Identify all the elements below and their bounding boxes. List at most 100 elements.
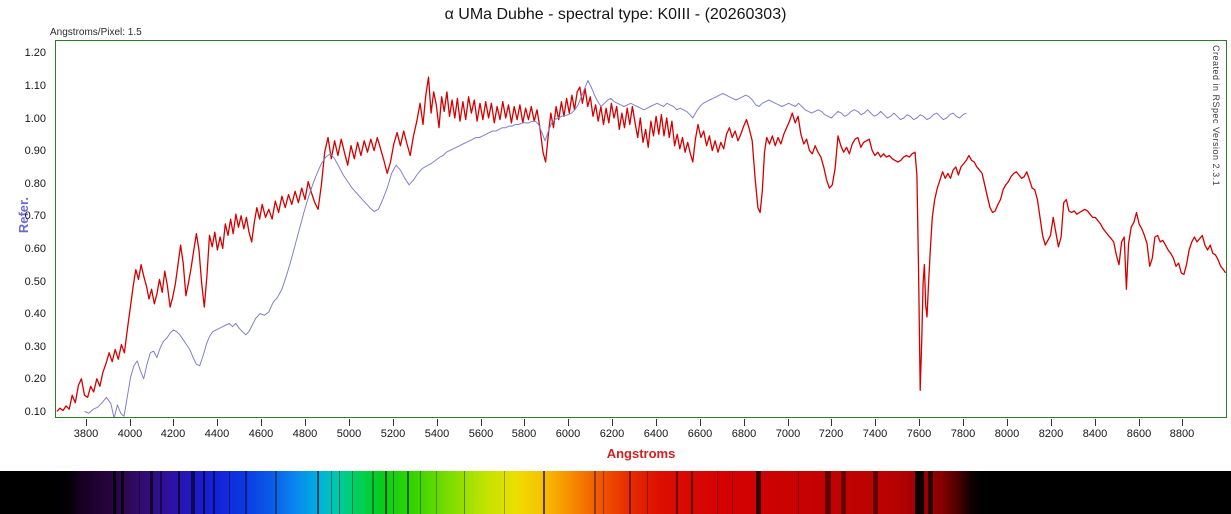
absorption-line [372,471,374,514]
x-tick-mark [305,419,306,426]
absorption-line [407,471,410,514]
y-tick-label: 0.60 [24,243,46,255]
x-tick-mark [173,419,174,426]
x-tick-mark [788,419,789,426]
star-spectrum-red [56,76,1226,412]
x-tick-label: 5800 [511,428,537,440]
y-tick-label: 0.20 [24,373,46,385]
absorption-line [841,471,846,514]
absorption-line [914,471,924,514]
absorption-line [504,471,506,514]
absorption-line [384,471,387,514]
y-tick-label: 0.10 [24,406,46,418]
absorption-line [113,471,117,514]
absorption-line [675,471,678,514]
absorption-line [275,471,277,514]
absorption-line [797,471,800,514]
x-tick-mark [875,419,876,426]
x-tick-label: 7600 [906,428,932,440]
absorption-line [338,471,341,514]
x-tick-label: 6800 [731,428,757,440]
absorption-line [393,471,395,514]
y-tick-label: 1.00 [24,113,46,125]
x-tick-mark [130,419,131,426]
absorption-line [160,471,163,514]
x-tick-label: 7800 [950,428,976,440]
x-tick-mark [393,419,394,426]
x-tick-mark [1095,419,1096,426]
x-tick-label: 7400 [862,428,888,440]
x-tick-mark [86,419,87,426]
x-tick-mark [612,419,613,426]
y-tick-label: 0.70 [24,210,46,222]
x-tick-mark [568,419,569,426]
reference-spectrum-blue [84,80,967,417]
absorption-line [138,471,141,514]
absorption-line [436,471,438,514]
absorption-line [594,471,596,514]
absorption-line [824,471,832,514]
absorption-line [150,471,153,514]
x-tick-label: 6000 [555,428,581,440]
x-tick-label: 8400 [1082,428,1108,440]
x-tick-label: 5400 [424,428,450,440]
absorption-line [603,471,605,514]
absorption-line [330,471,332,514]
absorption-line [212,471,215,514]
x-tick-label: 3800 [73,428,99,440]
x-tick-label: 4400 [204,428,230,440]
x-tick-mark [1007,419,1008,426]
x-tick-mark [656,419,657,426]
x-tick-mark [1139,419,1140,426]
x-tick-label: 8000 [994,428,1020,440]
spectrum-colorbar [0,471,1231,514]
absorption-line [245,471,247,514]
absorption-line [690,471,693,514]
x-tick-label: 8600 [1126,428,1152,440]
y-tick-label: 0.40 [24,308,46,320]
angstroms-per-pixel-label: Angstroms/Pixel: 1.5 [50,27,142,38]
y-tick-label: 0.90 [24,145,46,157]
x-tick-mark [437,419,438,426]
x-tick-label: 5000 [336,428,362,440]
y-tick-label: 0.50 [24,276,46,288]
watermark-rspec-version: Created in RSpec Version 2.3.1 [1211,45,1221,187]
x-tick-label: 4600 [248,428,274,440]
absorption-line [542,471,546,514]
x-tick-label: 8800 [1169,428,1195,440]
x-tick-label: 7200 [818,428,844,440]
y-tick-label: 1.10 [24,80,46,92]
x-axis-label: Angstroms [606,446,676,461]
absorption-line [203,471,206,514]
y-tick-label: 0.30 [24,341,46,353]
x-tick-label: 6200 [599,428,625,440]
absorption-line [646,471,648,514]
x-tick-mark [744,419,745,426]
x-tick-mark [1182,419,1183,426]
x-tick-mark [831,419,832,426]
x-tick-mark [217,419,218,426]
absorption-line [756,471,761,514]
absorption-line [317,471,320,514]
x-tick-label: 8200 [1038,428,1064,440]
x-tick-mark [963,419,964,426]
x-tick-label: 5200 [380,428,406,440]
plot-area[interactable] [55,40,1227,418]
y-tick-label: 0.80 [24,178,46,190]
x-tick-mark [919,419,920,426]
spectrum-curves [56,76,1226,417]
y-tick-label: 1.20 [24,47,46,59]
x-tick-label: 4800 [292,428,318,440]
x-tick-mark [261,419,262,426]
x-tick-mark [700,419,701,426]
absorption-line [178,471,181,514]
x-tick-label: 6600 [687,428,713,440]
absorption-line [191,471,195,514]
absorption-line [716,471,718,514]
absorption-line [928,471,933,514]
x-tick-label: 5600 [468,428,494,440]
x-tick-mark [349,419,350,426]
absorption-line [121,471,124,514]
absorption-line [872,471,879,514]
